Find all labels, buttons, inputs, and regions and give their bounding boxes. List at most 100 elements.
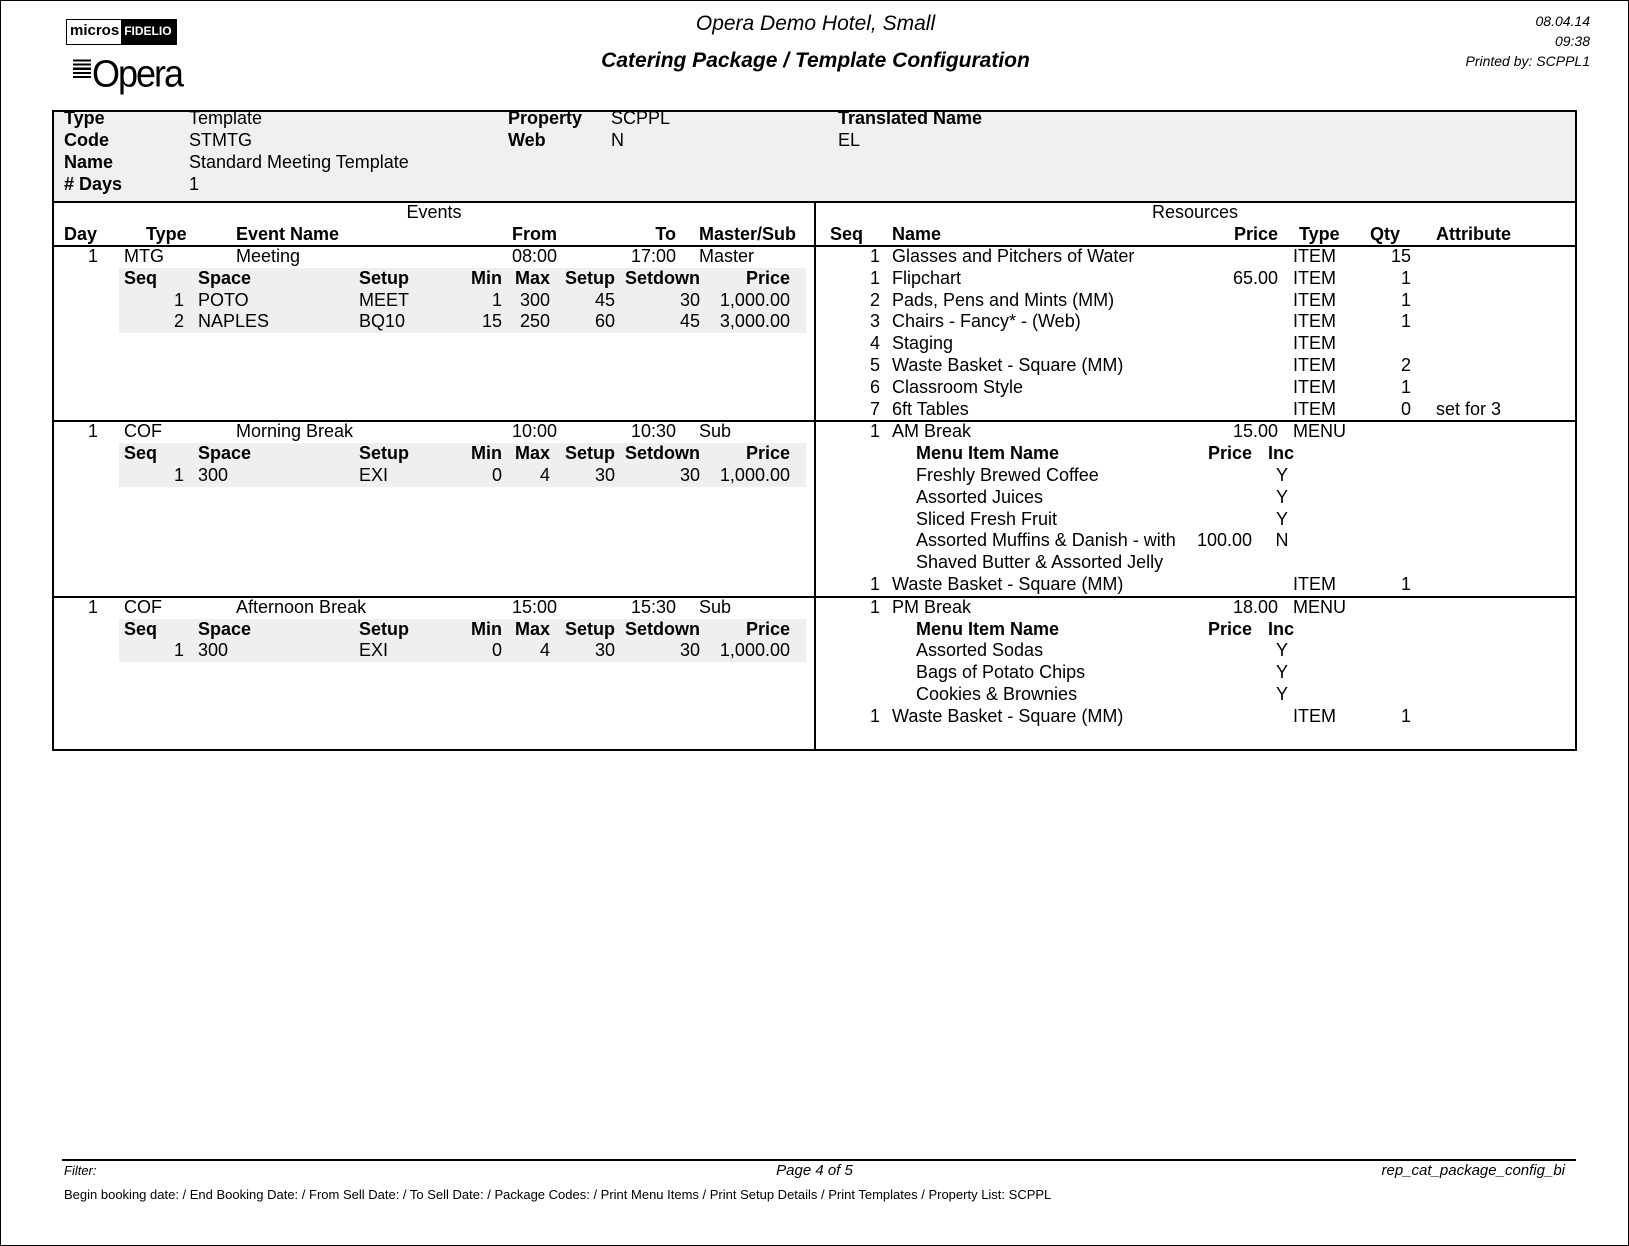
- space-setup: EXI: [359, 640, 389, 661]
- space-col-price: Price: [745, 443, 790, 464]
- space-col-setup_time: Setup: [564, 618, 615, 639]
- menu-item-inc: Y: [1275, 683, 1288, 704]
- col-res-qty: Qty: [1370, 224, 1401, 244]
- resource-seq: 4: [869, 333, 880, 354]
- menu-col-inc: Inc: [1268, 443, 1295, 464]
- event-type: COF: [124, 421, 162, 442]
- space-name: 300: [198, 640, 229, 661]
- col-type: Type: [146, 224, 187, 244]
- space-col-setdown: Setdown: [625, 443, 700, 464]
- resource-name: PM Break: [892, 596, 972, 617]
- resource-type: ITEM: [1293, 246, 1336, 266]
- space-price: 1,000.00: [719, 464, 790, 485]
- section-divider: [53, 595, 1576, 598]
- col-res-price: Price: [1233, 224, 1278, 244]
- menu-item-inc: N: [1275, 530, 1289, 551]
- resource-type: ITEM: [1293, 311, 1336, 332]
- column-divider: [814, 202, 816, 749]
- print-date: 08.04.14: [1535, 13, 1591, 29]
- event-day: 1: [87, 596, 98, 617]
- space-col-setdown: Setdown: [625, 267, 700, 288]
- space-price: 3,000.00: [719, 311, 790, 332]
- resource-name: Waste Basket - Square (MM): [892, 355, 1124, 375]
- resource-qty: 1: [1400, 573, 1411, 594]
- space-setup-time: 45: [594, 289, 615, 310]
- footer-criteria: Begin booking date: / End Booking Date: …: [64, 1187, 1052, 1202]
- space-seq: 1: [173, 289, 184, 310]
- web-label: Web: [508, 130, 546, 150]
- space-setdown: 30: [679, 640, 700, 661]
- resource-type: MENU: [1293, 421, 1346, 442]
- resource-price: 18.00: [1232, 596, 1278, 617]
- menu-item-inc: Y: [1275, 640, 1288, 661]
- footer-report-name: rep_cat_package_config_bi: [1381, 1162, 1565, 1179]
- resource-type: ITEM: [1293, 289, 1336, 310]
- col-res-name: Name: [892, 224, 942, 244]
- menu-item-name: Freshly Brewed Coffee: [916, 464, 1099, 485]
- space-setup: MEET: [359, 289, 410, 310]
- menu-item-inc: Y: [1275, 486, 1288, 507]
- resource-name: Flipchart: [892, 267, 962, 288]
- web-value: N: [611, 130, 624, 150]
- space-col-setup: Setup: [359, 267, 410, 288]
- space-min: 0: [491, 640, 502, 661]
- resource-price: 15.00: [1232, 421, 1278, 442]
- event-name: Meeting: [236, 246, 301, 266]
- resource-qty: 0: [1400, 398, 1411, 419]
- resource-seq: 3: [869, 311, 880, 332]
- resource-seq: 7: [869, 398, 880, 419]
- report-title: Catering Package / Template Configuratio…: [601, 49, 1030, 72]
- event-from: 10:00: [512, 421, 558, 442]
- resource-seq: 1: [869, 596, 880, 617]
- resource-seq: 2: [869, 289, 880, 310]
- event-master-sub: Master: [699, 246, 755, 266]
- name-label: Name: [64, 152, 114, 172]
- event-from: 08:00: [512, 246, 558, 266]
- col-to: To: [655, 224, 676, 244]
- col-day: Day: [64, 224, 98, 244]
- logo-opera-text: Opera: [92, 51, 184, 95]
- col-event-name: Event Name: [236, 224, 340, 244]
- translated-name-label: Translated Name: [838, 108, 983, 128]
- space-min: 15: [481, 311, 502, 332]
- col-res-type: Type: [1299, 224, 1340, 244]
- resource-seq: 1: [869, 705, 880, 726]
- type-label: Type: [64, 108, 105, 128]
- days-value: 1: [189, 174, 200, 194]
- resource-name: Classroom Style: [892, 376, 1024, 397]
- resource-qty: 1: [1400, 267, 1411, 288]
- space-table-background: [119, 443, 806, 487]
- resource-qty: 1: [1400, 311, 1411, 332]
- resource-type: ITEM: [1293, 398, 1336, 419]
- space-seq: 1: [173, 464, 184, 485]
- resource-type: ITEM: [1293, 333, 1336, 354]
- space-col-max: Max: [514, 443, 550, 464]
- resource-seq: 5: [869, 355, 880, 375]
- space-max: 250: [519, 311, 550, 332]
- menu-item-name: Cookies & Brownies: [916, 683, 1078, 704]
- code-value: STMTG: [189, 130, 252, 150]
- space-col-seq: Seq: [124, 443, 158, 464]
- space-name: POTO: [198, 289, 249, 310]
- space-setup: BQ10: [359, 311, 406, 332]
- space-col-price: Price: [745, 267, 790, 288]
- resource-name: Glasses and Pitchers of Water: [892, 246, 1135, 266]
- logo-fidelio-text: FIDELIO: [121, 20, 176, 44]
- resource-type: ITEM: [1293, 705, 1336, 726]
- resource-seq: 1: [869, 246, 880, 266]
- event-day: 1: [87, 246, 98, 266]
- col-res-seq: Seq: [830, 224, 864, 244]
- resource-type: ITEM: [1293, 573, 1336, 594]
- event-to: 15:30: [630, 596, 676, 617]
- code-label: Code: [64, 130, 109, 150]
- space-col-space: Space: [198, 618, 252, 639]
- space-setup-time: 30: [594, 640, 615, 661]
- menu-item-name: Sliced Fresh Fruit: [916, 508, 1058, 529]
- resource-name: Staging: [892, 333, 954, 354]
- space-max: 4: [539, 464, 550, 485]
- micros-fidelio-logo: micros FIDELIO: [66, 19, 177, 45]
- event-master-sub: Sub: [699, 596, 732, 617]
- space-setup-time: 60: [594, 311, 615, 332]
- space-col-space: Space: [198, 267, 252, 288]
